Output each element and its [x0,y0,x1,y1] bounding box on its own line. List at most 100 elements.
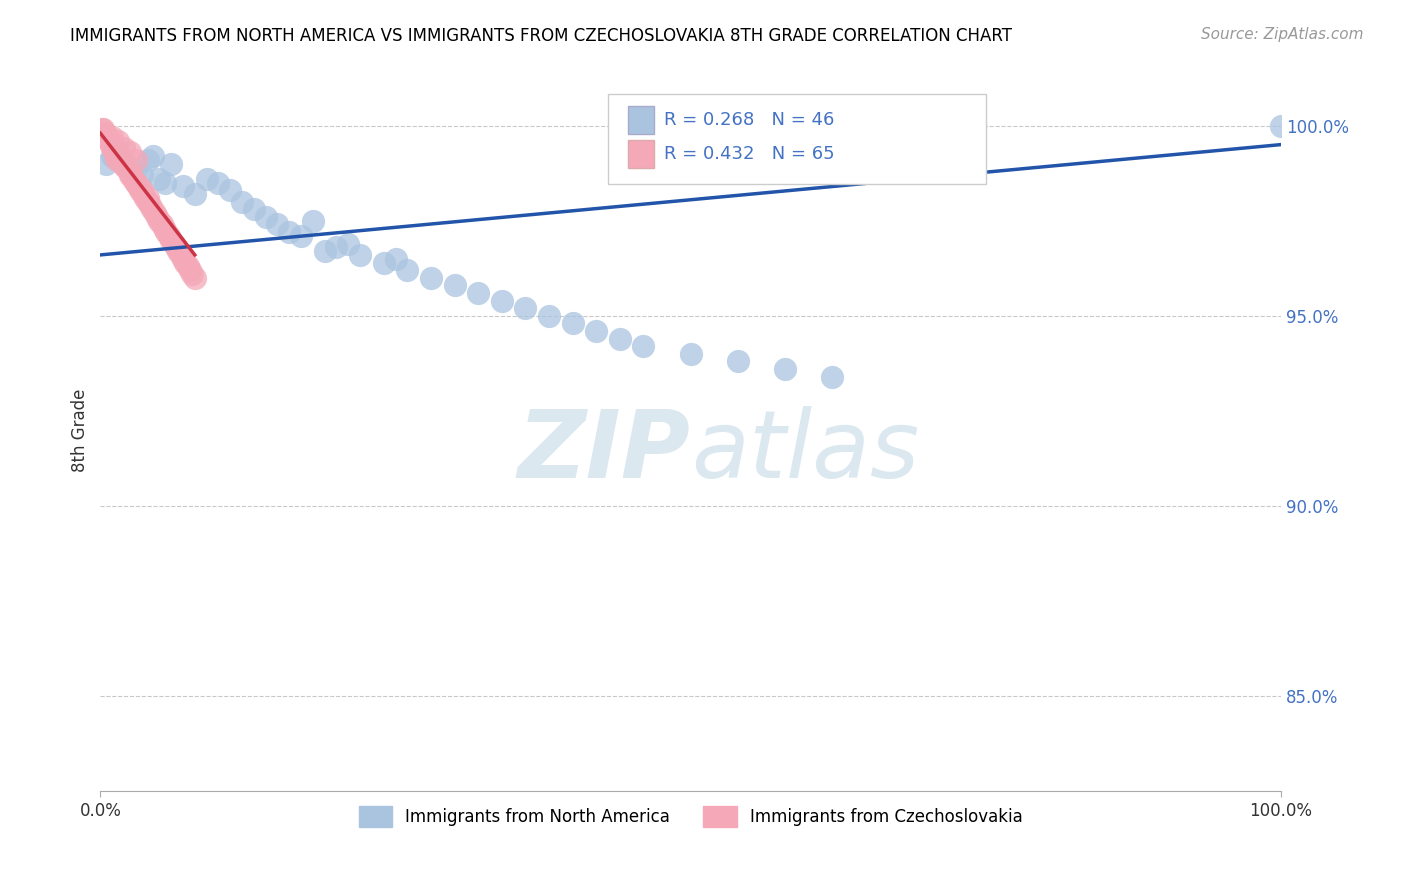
Text: atlas: atlas [690,406,920,497]
Point [155,225,177,239]
Point [107,149,129,163]
Point [129,183,152,197]
Point [302,213,325,227]
Point [207,176,229,190]
Point [172,252,194,266]
Point [169,248,191,262]
Point [184,270,207,285]
Point [131,183,153,197]
Point [125,164,148,178]
Point [153,221,176,235]
Point [90,122,112,136]
Point [679,347,702,361]
Point [150,218,173,232]
Point [148,213,170,227]
Point [609,332,631,346]
Point [141,202,163,217]
Point [98,134,121,148]
Point [162,236,184,251]
Point [132,187,155,202]
Point [136,191,159,205]
Point [93,126,115,140]
Point [101,130,124,145]
Point [561,317,583,331]
Point [105,153,128,167]
Point [134,191,156,205]
Point [103,141,125,155]
Point [125,176,148,190]
Point [101,137,124,152]
Point [96,156,118,170]
Point [325,240,347,254]
Point [122,171,145,186]
Point [142,149,165,163]
Point [172,179,194,194]
FancyBboxPatch shape [607,94,986,184]
Point [112,156,135,170]
Point [118,161,141,175]
Point [103,149,125,163]
Bar [628,140,654,168]
Point [96,130,118,145]
Point [97,134,120,148]
Point [821,369,844,384]
Point [103,141,125,155]
Point [179,263,201,277]
Point [120,168,142,182]
Point [243,202,266,217]
Point [491,293,513,308]
Text: R = 0.268   N = 46: R = 0.268 N = 46 [664,111,834,128]
Point [396,263,419,277]
Point [110,153,132,167]
Point [108,149,131,163]
Point [146,210,169,224]
Point [278,225,301,239]
Point [139,198,162,212]
Point [107,145,129,160]
Point [231,194,253,209]
Point [443,278,465,293]
Point [174,255,197,269]
Point [136,153,159,167]
Point [177,260,200,274]
Text: ZIP: ZIP [517,406,690,498]
Point [91,126,114,140]
Point [114,161,136,175]
Point [314,244,336,259]
Point [111,156,134,170]
Point [105,145,128,160]
Point [115,161,138,175]
Point [384,252,406,266]
Point [118,145,141,160]
Point [125,153,148,167]
Point [157,228,180,243]
Point [160,156,183,170]
Point [110,153,132,167]
Point [167,244,190,259]
Point [125,176,148,190]
Point [155,176,177,190]
Text: R = 0.432   N = 65: R = 0.432 N = 65 [664,145,834,163]
Point [773,362,796,376]
Point [195,171,218,186]
Legend: Immigrants from North America, Immigrants from Czechoslovakia: Immigrants from North America, Immigrant… [350,798,1031,835]
Point [373,255,395,269]
Point [349,248,371,262]
Point [727,354,749,368]
Point [136,194,159,209]
Point [112,156,135,170]
Point [160,233,183,247]
Point [467,285,489,300]
Point [254,210,277,224]
Point [165,240,187,254]
Text: IMMIGRANTS FROM NORTH AMERICA VS IMMIGRANTS FROM CZECHOSLOVAKIA 8TH GRADE CORREL: IMMIGRANTS FROM NORTH AMERICA VS IMMIGRA… [70,27,1012,45]
Point [118,164,141,178]
Point [219,183,242,197]
Point [148,171,170,186]
Point [107,134,129,148]
Point [94,126,117,140]
Point [131,168,153,182]
Point [143,206,166,220]
Bar [628,106,654,134]
Point [118,168,141,182]
